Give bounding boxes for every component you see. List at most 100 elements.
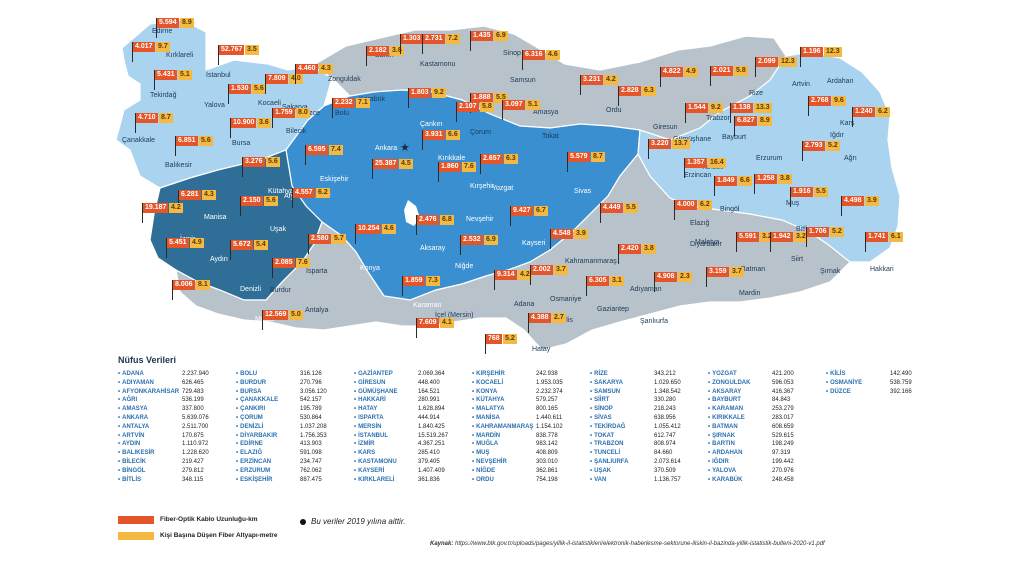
population-row: BALIKESİR 1.228.620 bbox=[118, 449, 238, 458]
flag-per-capita: 7.1 bbox=[356, 98, 370, 108]
flag-pole bbox=[400, 34, 401, 54]
province-label: Şanlıurfa bbox=[640, 318, 669, 325]
population-row: ESKİŞEHİR 887.475 bbox=[236, 476, 356, 485]
flag-per-capita: 5.8 bbox=[734, 66, 748, 76]
province-label: Ağrı bbox=[844, 155, 857, 162]
province-name: BİTLİS bbox=[118, 476, 141, 485]
population-row: YOZGAT 421.200 bbox=[708, 370, 828, 379]
flag-pole bbox=[308, 234, 309, 254]
population-value: 2.073.614 bbox=[654, 458, 681, 465]
flag-cable-length: 8.006 bbox=[173, 280, 195, 290]
flag-cable-length: 2.420 bbox=[619, 244, 641, 254]
province-name: KAHRAMANMARAŞ bbox=[472, 423, 533, 432]
flag-cable-length: 2.099 bbox=[756, 57, 778, 67]
province-name: BOLU bbox=[236, 370, 257, 379]
flag-cable-length: 6.281 bbox=[179, 190, 201, 200]
flag-per-capita: 9.6 bbox=[832, 96, 846, 106]
flag-per-capita: 7.6 bbox=[296, 258, 310, 268]
population-row: MERSİN 1.840.425 bbox=[354, 423, 474, 432]
province-label: Kocaeli bbox=[258, 100, 281, 107]
flag-per-capita: 4.2 bbox=[604, 75, 618, 85]
population-row: TRABZON 808.974 bbox=[590, 440, 710, 449]
province-label: Bingöl bbox=[720, 206, 740, 213]
population-value: 248.458 bbox=[772, 476, 794, 483]
flag-pole bbox=[684, 158, 685, 178]
flag-per-capita: 3.6 bbox=[390, 46, 404, 56]
population-row: DÜZCE 392.166 bbox=[826, 388, 946, 397]
flag-pole bbox=[600, 203, 601, 223]
population-value: 1.440.611 bbox=[536, 414, 563, 421]
province-label: Kırklareli bbox=[166, 52, 194, 59]
flag-pole bbox=[567, 152, 568, 172]
province-name: TUNCELİ bbox=[590, 449, 620, 458]
province-name: ANKARA bbox=[118, 414, 148, 423]
population-value: 416.367 bbox=[772, 388, 794, 395]
province-name: KAYSERİ bbox=[354, 467, 384, 476]
flag-pole bbox=[242, 157, 243, 177]
province-label: Ardahan bbox=[827, 78, 854, 85]
population-row: BURSA 3.056.120 bbox=[236, 388, 356, 397]
flag-pole bbox=[172, 280, 173, 300]
province-name: İZMİR bbox=[354, 440, 374, 449]
province-name: ŞIRNAK bbox=[708, 432, 735, 441]
flag-per-capita: 4.2 bbox=[169, 203, 183, 213]
population-row: ŞIRNAK 529.615 bbox=[708, 432, 828, 441]
source-url: https://www.btk.gov.tr/uploads/pages/yil… bbox=[455, 541, 825, 547]
flag-per-capita: 6.8 bbox=[440, 215, 454, 225]
flag-cable-length: 1.530 bbox=[229, 84, 251, 94]
province-name: TEKİRDAĞ bbox=[590, 423, 625, 432]
flag-pole bbox=[292, 188, 293, 208]
flag-pole bbox=[218, 45, 219, 65]
province-label: Muş bbox=[786, 200, 800, 207]
province-name: HAKKARİ bbox=[354, 396, 386, 405]
province-name: TOKAT bbox=[590, 432, 614, 441]
flag-pole bbox=[502, 100, 503, 120]
flag-cable-length: 10.900 bbox=[231, 118, 257, 128]
flag-pole bbox=[586, 276, 587, 296]
province-label: Sakarya bbox=[282, 104, 308, 111]
population-row: KÜTAHYA 579.257 bbox=[472, 396, 592, 405]
population-row: KIRIKKALE 283.017 bbox=[708, 414, 828, 423]
population-value: 421.200 bbox=[772, 371, 794, 377]
flag-per-capita: 6.6 bbox=[738, 176, 752, 186]
province-label: Isparta bbox=[306, 268, 328, 275]
population-row: ÇANKIRI 195.789 bbox=[236, 405, 356, 414]
bullet-icon bbox=[300, 518, 306, 525]
population-row: ERZURUM 762.062 bbox=[236, 467, 356, 476]
population-value: 1.228.620 bbox=[182, 450, 209, 457]
province-label: Hatay bbox=[532, 346, 551, 353]
flag-pole bbox=[790, 187, 791, 207]
population-row: RİZE 343.212 bbox=[590, 370, 710, 379]
population-value: 219.427 bbox=[182, 458, 204, 465]
flag-cable-length: 2.150 bbox=[241, 196, 263, 206]
province-name: VAN bbox=[590, 476, 606, 485]
province-label: Bilecik bbox=[286, 128, 307, 135]
flag-pole bbox=[618, 244, 619, 264]
province-label: Tekirdağ bbox=[150, 92, 177, 99]
province-label: Malatya bbox=[695, 239, 720, 246]
province-name: ISPARTA bbox=[354, 414, 383, 423]
flag-pole bbox=[800, 47, 801, 67]
flag-per-capita: 5.2 bbox=[826, 141, 840, 151]
flag-pole bbox=[852, 107, 853, 127]
population-value: 4.367.251 bbox=[418, 441, 445, 448]
population-row: SAMSUN 1.348.542 bbox=[590, 388, 710, 397]
population-value: 3.056.120 bbox=[300, 388, 327, 395]
flag-per-capita: 13.7 bbox=[672, 139, 690, 149]
flag-pole bbox=[265, 74, 266, 94]
flag-cable-length: 5.579 bbox=[568, 152, 590, 162]
province-name: SİİRT bbox=[590, 396, 609, 405]
province-name: AMASYA bbox=[118, 405, 147, 414]
province-name: MUĞLA bbox=[472, 440, 498, 449]
province-name: KARABÜK bbox=[708, 476, 742, 485]
province-name: ŞANLIURFA bbox=[590, 458, 628, 467]
flag-pole bbox=[230, 118, 231, 138]
population-row: MARDİN 838.778 bbox=[472, 432, 592, 441]
population-row: BİLECİK 219.427 bbox=[118, 458, 238, 467]
population-value: 2.232.374 bbox=[536, 388, 563, 395]
province-name: MERSİN bbox=[354, 423, 381, 432]
population-row: UŞAK 370.509 bbox=[590, 467, 710, 476]
flag-cable-length: 1.196 bbox=[801, 47, 823, 57]
population-row: KİLİS 142.490 bbox=[826, 370, 946, 379]
